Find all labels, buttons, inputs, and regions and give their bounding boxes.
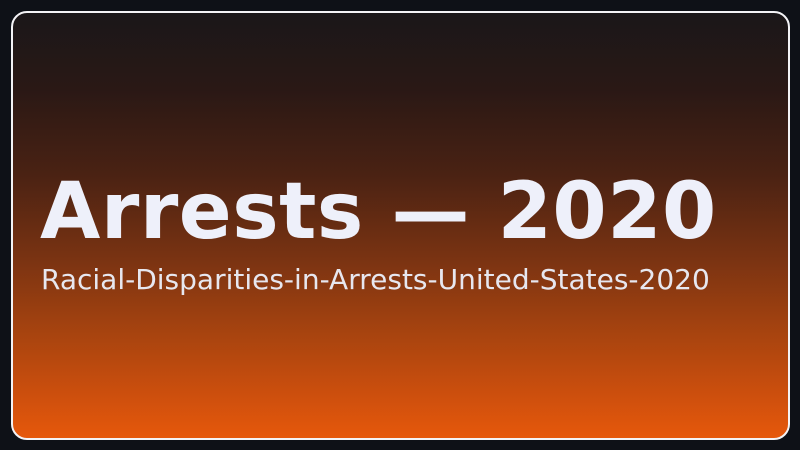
card-title: Arrests — 2020 bbox=[40, 167, 717, 257]
title-card: Arrests — 2020 Racial-Disparities-in-Arr… bbox=[11, 11, 790, 440]
card-subtitle: Racial-Disparities-in-Arrests-United-Sta… bbox=[41, 263, 710, 296]
